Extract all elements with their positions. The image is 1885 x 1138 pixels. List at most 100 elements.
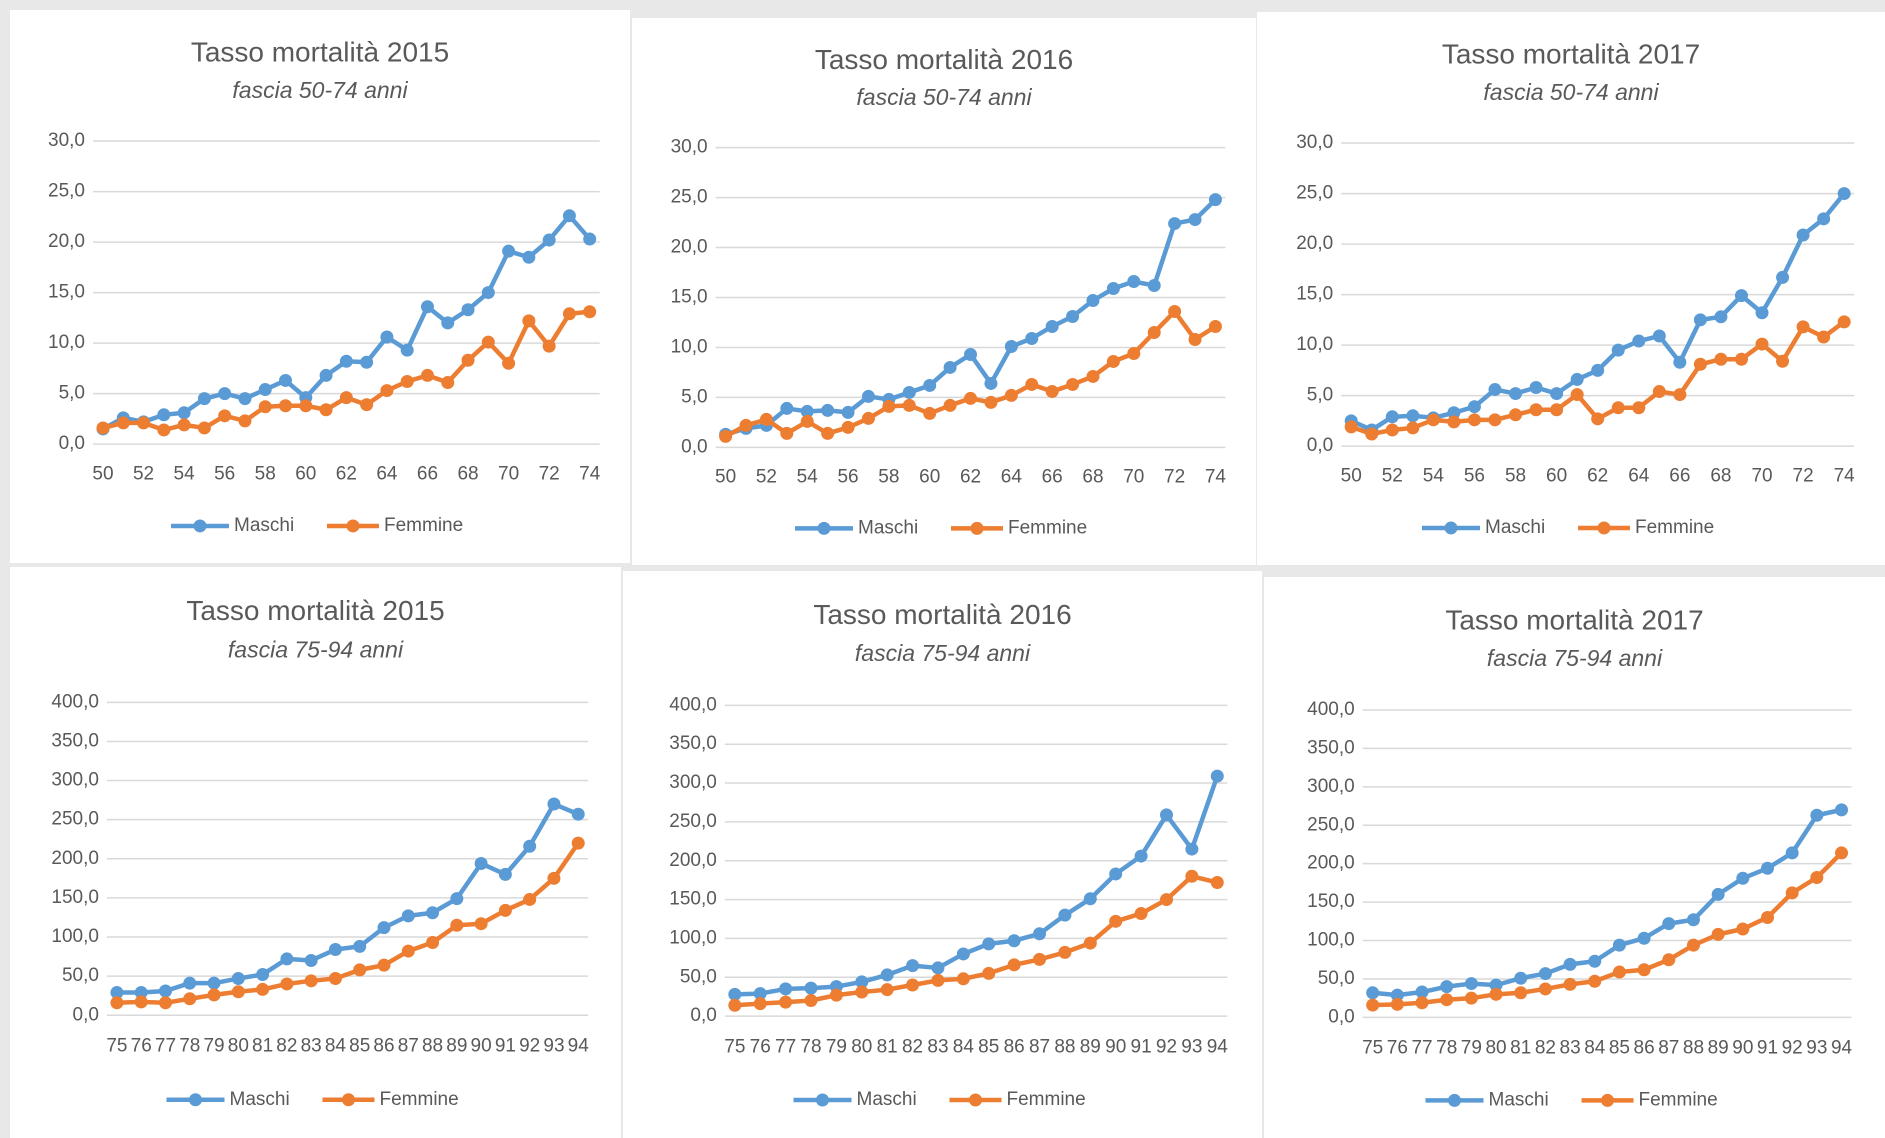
data-point: [1440, 980, 1454, 994]
data-point: [1810, 808, 1824, 822]
data-point: [420, 300, 434, 314]
data-point: [1835, 846, 1849, 860]
data-point: [780, 401, 794, 415]
data-point: [1385, 410, 1399, 424]
x-tick-label: 77: [155, 1036, 176, 1057]
data-point: [861, 389, 875, 403]
data-point: [177, 418, 191, 432]
data-point: [855, 975, 869, 989]
data-point: [1796, 228, 1810, 242]
data-point: [1106, 282, 1120, 296]
x-tick-label: 54: [174, 464, 196, 485]
legend-label: Maschi: [858, 517, 918, 538]
data-point: [1004, 388, 1018, 402]
data-point: [571, 836, 585, 850]
data-point: [779, 995, 793, 1009]
data-point: [319, 403, 333, 417]
y-tick-label: 400,0: [1307, 699, 1355, 720]
data-point: [882, 399, 896, 413]
data-point: [1686, 913, 1700, 927]
series-line: [724, 309, 1217, 439]
x-tick-label: 90: [1105, 1036, 1126, 1057]
data-point: [804, 994, 818, 1008]
legend-label: Maschi: [1485, 517, 1545, 538]
data-point: [880, 968, 894, 982]
x-tick-label: 77: [775, 1036, 796, 1057]
data-point: [1817, 212, 1831, 226]
data-point: [902, 398, 916, 412]
data-point: [1563, 957, 1577, 971]
chart-title: Tasso mortalità 2016: [815, 44, 1073, 75]
x-tick-label: 62: [960, 466, 981, 487]
legend-item: Maschi: [793, 1089, 917, 1110]
chart-title: Tasso mortalità 2017: [1445, 604, 1703, 635]
data-point: [841, 405, 855, 419]
data-point: [218, 409, 232, 423]
data-point: [474, 856, 488, 870]
x-tick-label: 83: [301, 1036, 322, 1057]
data-point: [197, 421, 211, 435]
legend-marker: [189, 1093, 202, 1107]
x-tick-label: 68: [457, 464, 478, 485]
data-point: [931, 973, 945, 987]
data-point: [461, 353, 475, 367]
x-tick-label: 66: [417, 464, 438, 485]
data-point: [780, 426, 794, 440]
x-tick-label: 84: [325, 1036, 347, 1057]
data-point: [1714, 352, 1728, 366]
data-point: [1390, 997, 1404, 1011]
data-point: [360, 398, 374, 412]
x-tick-label: 81: [1510, 1037, 1531, 1058]
y-tick-label: 150,0: [51, 887, 99, 908]
data-point: [964, 391, 978, 405]
x-tick-label: 81: [252, 1036, 273, 1057]
data-point: [1447, 415, 1461, 429]
data-point: [1611, 401, 1625, 415]
data-point: [880, 983, 894, 997]
data-point: [1385, 423, 1399, 437]
data-point: [401, 944, 415, 958]
data-point: [231, 985, 245, 999]
data-point: [1188, 332, 1202, 346]
y-tick-label: 250,0: [51, 809, 99, 830]
data-point: [134, 995, 148, 1009]
series-line: [1350, 192, 1846, 433]
data-point: [800, 404, 814, 418]
x-tick-label: 60: [295, 464, 316, 485]
legend-item: Maschi: [1422, 517, 1545, 538]
data-point: [110, 986, 124, 1000]
x-tick-label: 60: [919, 466, 940, 487]
chart-subtitle: fascia 75-94 anni: [1487, 645, 1663, 671]
data-point: [1755, 337, 1769, 351]
data-point: [522, 250, 536, 264]
data-point: [1007, 958, 1021, 972]
x-tick-label: 82: [276, 1036, 297, 1057]
data-point: [982, 966, 996, 980]
data-point: [1406, 421, 1420, 435]
data-point: [1632, 334, 1646, 348]
x-tick-label: 90: [1732, 1037, 1753, 1058]
data-point: [562, 307, 576, 321]
y-tick-label: 300,0: [669, 772, 717, 793]
y-tick-label: 50,0: [1318, 968, 1355, 989]
x-tick-label: 58: [1505, 466, 1526, 487]
x-tick-label: 91: [495, 1036, 516, 1057]
data-point: [562, 209, 576, 223]
data-point: [1440, 993, 1454, 1007]
x-tick-label: 88: [1683, 1037, 1704, 1058]
legend-item: Maschi: [795, 517, 918, 538]
data-point: [759, 412, 773, 426]
chart-subtitle: fascia 75-94 anni: [228, 637, 404, 663]
data-point: [256, 982, 270, 996]
data-point: [1025, 331, 1039, 345]
legend-marker: [1448, 1093, 1461, 1107]
data-point: [1185, 869, 1199, 883]
x-tick-label: 75: [106, 1036, 127, 1057]
x-tick-label: 52: [1382, 466, 1403, 487]
data-point: [855, 985, 869, 999]
data-point: [304, 974, 318, 988]
data-point: [739, 418, 753, 432]
data-point: [1366, 986, 1380, 1000]
data-point: [231, 971, 245, 985]
data-point: [280, 952, 294, 966]
